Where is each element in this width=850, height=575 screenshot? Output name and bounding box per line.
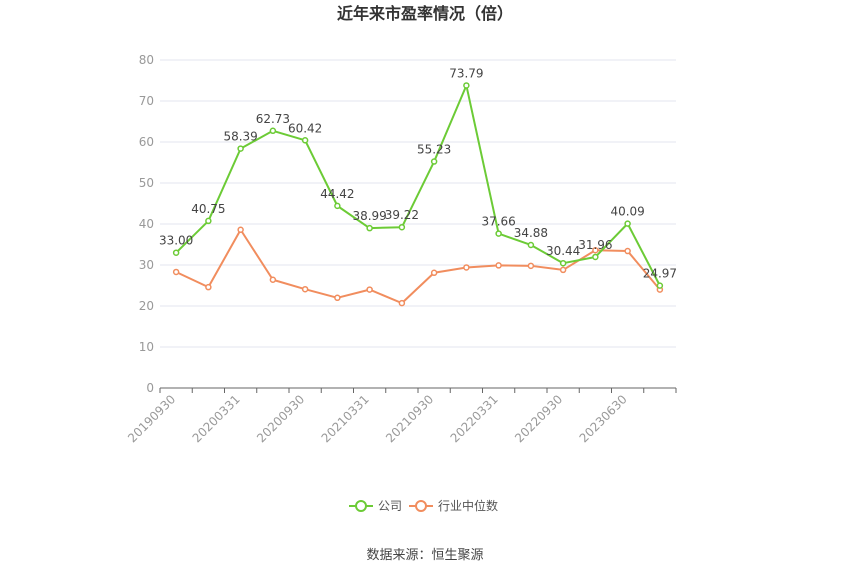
data-point	[301, 137, 309, 144]
y-tick-label: 70	[139, 94, 154, 108]
data-point	[172, 268, 180, 276]
x-tick-label: 20220331	[448, 392, 501, 445]
x-tick-label: 20200930	[254, 392, 307, 445]
legend-marker	[415, 500, 427, 512]
data-point	[269, 127, 277, 135]
data-point	[624, 220, 631, 227]
x-tick-label: 20210331	[319, 392, 372, 445]
data-source: 数据来源：恒生聚源	[366, 548, 483, 563]
series-line	[175, 84, 661, 287]
data-point	[366, 224, 373, 232]
data-point	[624, 247, 631, 255]
data-label: 40.09	[610, 205, 644, 219]
data-point	[205, 217, 212, 225]
legend-label: 行业中位数	[438, 498, 498, 513]
data-point	[172, 249, 180, 256]
data-label: 55.23	[417, 143, 451, 157]
data-point	[495, 230, 502, 237]
data-label: 31.96	[578, 238, 612, 252]
data-point	[430, 269, 438, 277]
data-label: 37.66	[481, 215, 515, 229]
data-point	[398, 299, 406, 307]
series-lines	[172, 82, 664, 307]
data-label: 34.88	[514, 226, 548, 240]
data-label: 39.22	[385, 208, 419, 222]
y-tick-label: 40	[139, 217, 154, 231]
gridlines	[160, 59, 676, 348]
data-label: 60.42	[288, 121, 322, 135]
data-point	[237, 226, 244, 233]
legend-item-company[interactable]: 公司	[349, 499, 402, 513]
data-point	[269, 276, 277, 284]
data-label: 44.42	[320, 187, 354, 201]
data-point	[205, 283, 212, 291]
data-point	[527, 262, 535, 270]
x-axis: 20190930 20200331 20200930 20210331 20210930…	[125, 387, 677, 445]
data-point	[559, 266, 567, 274]
data-point	[237, 145, 244, 152]
y-tick-label: 0	[146, 381, 154, 395]
x-tick-label: 20220930	[512, 392, 565, 445]
y-tick-label: 20	[139, 299, 154, 313]
data-point	[463, 82, 470, 89]
data-label: 30.44	[546, 244, 580, 258]
data-point	[398, 223, 406, 231]
data-point	[559, 259, 567, 267]
data-point	[592, 253, 599, 261]
x-tick-label: 20230630	[577, 392, 630, 445]
legend-item-industry-median[interactable]: 行业中位数	[409, 498, 498, 513]
data-point	[430, 158, 438, 165]
y-tick-label: 80	[139, 53, 154, 67]
data-label: 33.00	[159, 234, 193, 248]
data-point	[495, 262, 502, 269]
data-point	[301, 285, 309, 293]
y-tick-label: 60	[139, 135, 154, 149]
data-point	[366, 286, 373, 293]
legend-label: 公司	[378, 499, 402, 513]
data-label: 38.99	[352, 209, 386, 223]
data-point	[656, 282, 664, 289]
data-label: 73.79	[449, 66, 483, 80]
y-axis-ticks: 0 10 20 30 40 50 60 70 80	[139, 53, 154, 395]
x-tick-label: 20200331	[190, 392, 243, 445]
legend[interactable]: 公司 行业中位数	[349, 498, 498, 513]
data-point	[334, 294, 341, 302]
legend-marker	[355, 500, 367, 512]
data-point	[463, 264, 470, 271]
data-label: 62.73	[256, 112, 290, 126]
chart-title: 近年来市盈率情况（倍）	[337, 4, 513, 23]
y-tick-label: 10	[139, 340, 154, 354]
data-label: 58.39	[223, 130, 257, 144]
data-label: 40.75	[191, 202, 225, 216]
data-point	[527, 241, 535, 249]
x-tick-label: 20190930	[125, 392, 178, 445]
x-tick-label: 20210930	[383, 392, 436, 445]
data-point	[592, 246, 599, 254]
data-point	[334, 202, 341, 210]
data-label: 24.97	[643, 267, 677, 281]
y-tick-label: 30	[139, 258, 154, 272]
y-tick-label: 50	[139, 176, 154, 190]
